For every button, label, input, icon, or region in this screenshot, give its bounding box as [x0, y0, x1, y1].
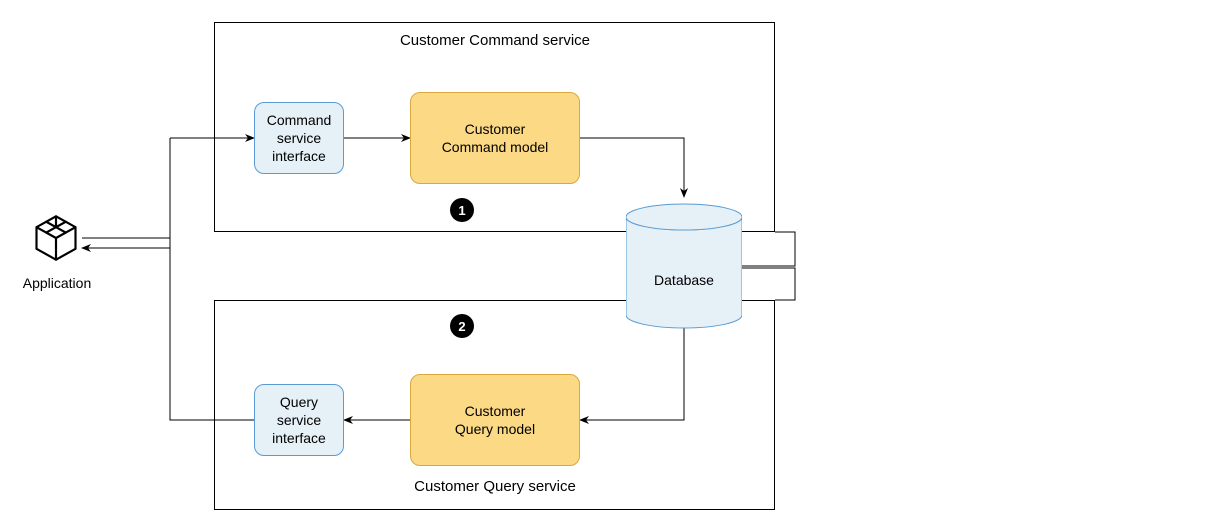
query-interface-label: Query service interface [272, 393, 326, 448]
command-service-title: Customer Command service [375, 32, 615, 49]
query-model-box: Customer Query model [410, 374, 580, 466]
command-interface-label: Command service interface [267, 111, 332, 166]
badge-1: 1 [450, 198, 474, 222]
application-label: Application [15, 275, 99, 291]
query-interface-box: Query service interface [254, 384, 344, 456]
database-label: Database [626, 272, 742, 288]
query-service-title: Customer Query service [375, 478, 615, 495]
query-model-label: Customer Query model [455, 402, 535, 438]
command-model-label: Customer Command model [442, 120, 549, 156]
application-icon [30, 212, 82, 264]
command-interface-box: Command service interface [254, 102, 344, 174]
command-model-box: Customer Command model [410, 92, 580, 184]
diagram-canvas: Application Customer Command service Cus… [0, 0, 1212, 520]
edge-db-right-to-cmd-container [742, 232, 795, 266]
edge-db-right-to-query-container [742, 268, 795, 300]
badge-2: 2 [450, 314, 474, 338]
database-cylinder [626, 200, 742, 332]
